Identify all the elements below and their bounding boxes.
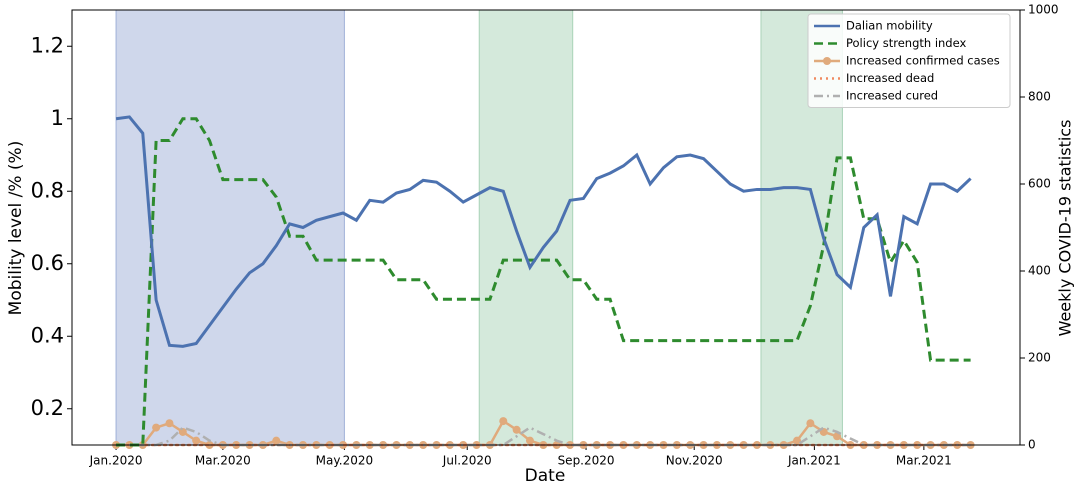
x-tick-label: Mar.2021 (896, 454, 952, 468)
x-tick-label: Jan.2020 (89, 454, 143, 468)
legend-label: Increased confirmed cases (846, 54, 1000, 68)
y-tick-label: 1 (51, 106, 64, 130)
y2-axis-label: Weekly COVID-19 statistics (1056, 120, 1075, 337)
x-tick-label: Jul.2020 (442, 454, 492, 468)
y2-tick-label: 200 (1028, 351, 1051, 365)
y2-tick-label: 1000 (1028, 3, 1059, 17)
plot-frame (71, 9, 1021, 446)
legend-label: Policy strength index (846, 36, 966, 50)
legend-marker (823, 57, 831, 65)
legend-label: Increased dead (846, 71, 934, 85)
y2-tick-label: 400 (1028, 264, 1051, 278)
legend-box (807, 13, 1011, 108)
x-tick-label: Mar.2020 (195, 454, 251, 468)
shaded-period (115, 9, 345, 446)
series-marker (165, 419, 174, 428)
y-tick-label: 0.4 (31, 323, 64, 347)
series-marker (152, 423, 161, 432)
x-tick-label: May.2020 (316, 454, 373, 468)
x-tick-label: Jan.2021 (787, 454, 841, 468)
series-marker (272, 436, 281, 445)
y-tick-label: 0.2 (31, 396, 64, 420)
series-marker (178, 427, 187, 436)
series-marker (806, 419, 815, 428)
y-tick-label: 1.2 (31, 33, 64, 57)
series-marker (512, 425, 521, 434)
series-marker (525, 436, 534, 445)
y2-tick-label: 800 (1028, 90, 1051, 104)
x-axis-label: Date (525, 466, 566, 486)
legend-label: Increased cured (846, 89, 938, 103)
series-marker (192, 436, 201, 445)
y-tick-label: 0.8 (31, 178, 64, 202)
series-marker (793, 436, 802, 445)
y2-tick-label: 0 (1028, 438, 1036, 452)
y2-tick-label: 600 (1028, 177, 1051, 191)
x-tick-label: Nov.2020 (666, 454, 723, 468)
legend-label: Dalian mobility (846, 19, 933, 33)
series-line (116, 117, 971, 447)
x-tick-label: Sep.2020 (558, 454, 615, 468)
y-tick-label: 0.6 (31, 251, 64, 275)
series-line (115, 115, 972, 348)
series-marker (499, 417, 508, 426)
y-axis-label: Mobility level /% (%) (6, 141, 26, 316)
